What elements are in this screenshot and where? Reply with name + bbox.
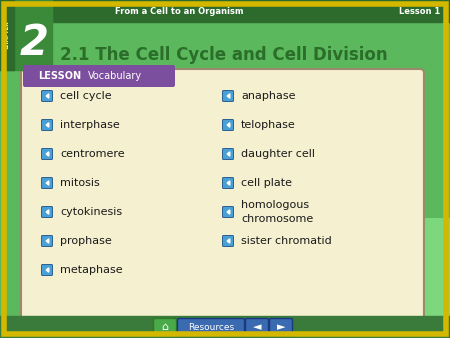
- FancyBboxPatch shape: [222, 148, 234, 160]
- Polygon shape: [46, 239, 49, 243]
- FancyBboxPatch shape: [270, 318, 293, 336]
- FancyBboxPatch shape: [222, 207, 234, 217]
- Text: homologous: homologous: [241, 200, 309, 210]
- Text: chromosome: chromosome: [241, 214, 313, 224]
- Text: daughter cell: daughter cell: [241, 149, 315, 159]
- Text: mitosis: mitosis: [60, 178, 100, 188]
- Polygon shape: [227, 94, 230, 98]
- Text: centromere: centromere: [60, 149, 125, 159]
- FancyBboxPatch shape: [153, 318, 176, 336]
- Polygon shape: [46, 268, 49, 272]
- Polygon shape: [46, 210, 49, 214]
- FancyBboxPatch shape: [246, 318, 269, 336]
- Text: 2.1 The Cell Cycle and Cell Division: 2.1 The Cell Cycle and Cell Division: [60, 46, 387, 64]
- FancyBboxPatch shape: [21, 69, 424, 320]
- Text: cytokinesis: cytokinesis: [60, 207, 122, 217]
- Text: metaphase: metaphase: [60, 265, 122, 275]
- Text: Vocabulary: Vocabulary: [88, 71, 142, 81]
- FancyBboxPatch shape: [222, 120, 234, 130]
- Polygon shape: [227, 239, 230, 243]
- Text: LESSON: LESSON: [38, 71, 81, 81]
- FancyBboxPatch shape: [41, 236, 53, 246]
- Text: ►: ►: [277, 322, 285, 332]
- FancyBboxPatch shape: [177, 318, 244, 336]
- Bar: [0, 0, 14, 70]
- FancyBboxPatch shape: [23, 65, 175, 87]
- FancyBboxPatch shape: [41, 91, 53, 101]
- Polygon shape: [227, 210, 230, 214]
- Text: sister chromatid: sister chromatid: [241, 236, 332, 246]
- Bar: [0, 0, 450, 22]
- FancyBboxPatch shape: [41, 148, 53, 160]
- Text: interphase: interphase: [60, 120, 120, 130]
- Bar: [0, 0, 52, 70]
- Text: CHAPTER: CHAPTER: [4, 21, 9, 49]
- FancyBboxPatch shape: [41, 177, 53, 189]
- Text: cell plate: cell plate: [241, 178, 292, 188]
- FancyBboxPatch shape: [222, 236, 234, 246]
- Text: Resources: Resources: [188, 322, 234, 332]
- Text: prophase: prophase: [60, 236, 112, 246]
- Text: anaphase: anaphase: [241, 91, 296, 101]
- Text: ⌂: ⌂: [162, 322, 169, 332]
- FancyBboxPatch shape: [41, 120, 53, 130]
- Polygon shape: [227, 152, 230, 156]
- FancyBboxPatch shape: [222, 91, 234, 101]
- Text: From a Cell to an Organism: From a Cell to an Organism: [115, 6, 243, 16]
- Polygon shape: [227, 123, 230, 127]
- Text: ◄: ◄: [253, 322, 261, 332]
- FancyBboxPatch shape: [41, 207, 53, 217]
- FancyBboxPatch shape: [222, 177, 234, 189]
- FancyBboxPatch shape: [260, 218, 450, 338]
- Polygon shape: [46, 123, 49, 127]
- Text: Lesson 1: Lesson 1: [399, 6, 440, 16]
- Polygon shape: [46, 152, 49, 156]
- Polygon shape: [227, 181, 230, 185]
- Text: telophase: telophase: [241, 120, 296, 130]
- Text: cell cycle: cell cycle: [60, 91, 112, 101]
- Text: 2: 2: [19, 22, 49, 64]
- FancyBboxPatch shape: [41, 265, 53, 275]
- Polygon shape: [46, 181, 49, 185]
- Polygon shape: [46, 94, 49, 98]
- Bar: [0, 316, 450, 338]
